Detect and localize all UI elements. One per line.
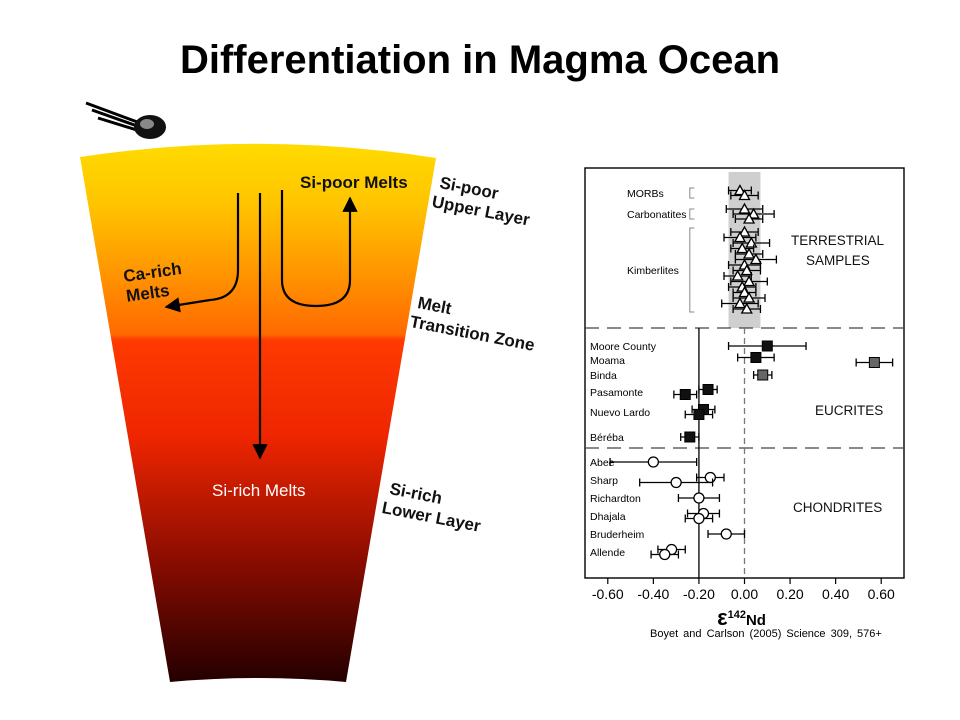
data-point-circle — [720, 528, 732, 540]
sample-label: Binda — [590, 370, 617, 382]
data-point-circle — [693, 492, 705, 504]
sample-bracket — [689, 208, 695, 220]
sample-bracket — [689, 187, 695, 199]
transition-zone-label: Melt Transition Zone — [408, 293, 536, 355]
data-point-triangle — [749, 253, 762, 265]
upper-layer-label: Si-poor Upper Layer — [430, 173, 531, 230]
sample-label: Béréba — [590, 432, 624, 444]
data-point-circle — [693, 512, 705, 525]
sample-label: Moama — [590, 355, 625, 367]
ca-rich-flow-arrow — [164, 193, 240, 313]
sample-label: Allende — [590, 547, 625, 559]
epsilon-nd-chart: -0.60 -0.40 -0.20 0.00 0.20 0.40 0.60 ε142Nd MOR… — [584, 167, 905, 630]
data-point-triangle — [742, 291, 756, 303]
x-tick-label: -0.60 — [592, 586, 624, 602]
x-axis-label: ε142Nd — [717, 605, 766, 630]
data-point-square — [693, 409, 705, 420]
data-point-triangle — [733, 184, 747, 196]
data-point-triangle — [733, 297, 747, 309]
sample-bracket — [689, 227, 695, 313]
group-name-terrestrial: TERRESTRIAL — [791, 233, 885, 248]
citation: Boyet and Carlson (2005) Science 309, 57… — [650, 628, 882, 640]
si-poor-flow-arrow — [280, 190, 358, 308]
sample-label: Dhajala — [590, 511, 626, 523]
group-name-eucrites: EUCRITES — [815, 403, 883, 418]
data-point-triangle — [738, 189, 751, 201]
data-point-square — [868, 357, 880, 368]
x-tick-label: -0.40 — [637, 586, 669, 602]
data-point-circle — [659, 548, 671, 561]
data-point-triangle — [740, 302, 753, 314]
data-point-triangle — [733, 231, 747, 243]
flow-arrows — [164, 190, 358, 460]
data-point-square — [761, 340, 773, 352]
sample-label: Pasamonte — [590, 387, 643, 399]
si-rich-melts-label: Si-rich Melts — [212, 481, 306, 500]
sample-label: Richardton — [590, 493, 641, 505]
data-point-triangle — [736, 242, 749, 254]
data-point-square — [750, 352, 762, 363]
sample-label: Nuevo Lardo — [590, 407, 650, 419]
data-point-triangle — [731, 269, 744, 281]
si-poor-melts-label: Si-poor Melts — [300, 173, 408, 192]
x-tick-label: 0.40 — [822, 586, 849, 602]
impactor-icon — [85, 101, 166, 139]
sample-label: Sharp — [590, 475, 618, 487]
data-point-square — [757, 369, 769, 381]
sample-label: Carbonatites — [627, 209, 687, 221]
lower-layer-label: Si-rich Lower Layer — [380, 479, 482, 536]
data-point-triangle — [738, 286, 751, 298]
data-point-square — [702, 384, 714, 395]
sample-label: MORBs — [627, 188, 664, 200]
data-point-triangle — [738, 225, 751, 237]
data-point-square — [684, 431, 696, 443]
data-point-triangle — [742, 275, 756, 287]
data-point-triangle — [742, 212, 756, 224]
data-point-circle — [647, 456, 660, 468]
transition-line2: Transition Zone — [408, 312, 536, 355]
data-point-triangle — [747, 207, 760, 219]
group-name-samples: SAMPLES — [806, 253, 870, 268]
sample-label: Abee — [590, 457, 615, 469]
magma-ocean-wedge — [80, 143, 436, 682]
x-tick-label: -0.20 — [683, 586, 715, 602]
data-point-triangle — [742, 247, 756, 259]
x-tick-label: 0.00 — [731, 586, 758, 602]
data-point-square — [679, 389, 691, 400]
data-point-triangle — [738, 202, 751, 214]
x-tick-label: 0.60 — [868, 586, 895, 602]
x-tick-label: 0.20 — [776, 586, 803, 602]
sample-label: Moore County — [590, 341, 657, 353]
data-point-triangle — [740, 264, 753, 276]
group-name-chondrites: CHONDRITES — [793, 500, 882, 515]
data-point-circle — [670, 476, 682, 489]
page-title: Differentiation in Magma Ocean — [179, 38, 781, 82]
sample-label: Bruderheim — [590, 529, 645, 541]
sample-label: Kimberlites — [627, 265, 679, 277]
data-point-circle — [704, 471, 716, 484]
